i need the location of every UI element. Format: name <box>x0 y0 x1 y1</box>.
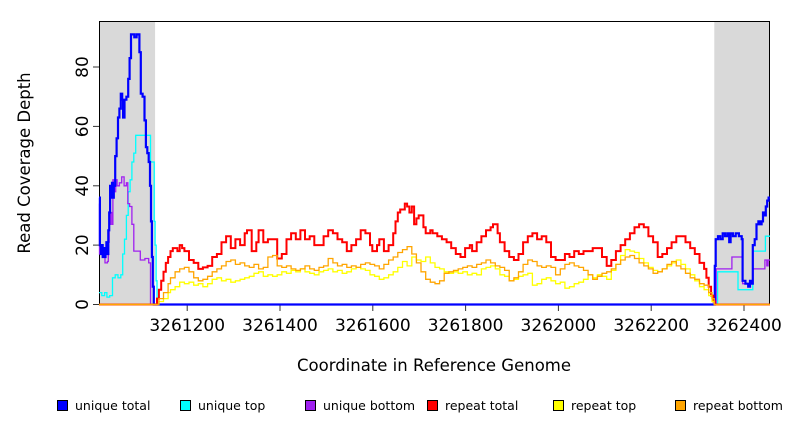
series-line-unique-total <box>98 33 770 306</box>
x-axis-tick-label: 3261800 <box>428 316 504 336</box>
y-axis-tick-label: 0 <box>73 299 93 310</box>
legend-item-repeat-bottom: repeat bottom <box>675 398 783 413</box>
series-line-repeat-top <box>99 248 770 306</box>
x-axis-tick-label: 3261200 <box>149 316 225 336</box>
legend-item-unique-total: unique total <box>57 398 151 413</box>
legend-swatch-unique-top <box>180 400 191 411</box>
series-line-unique-top <box>99 134 770 306</box>
x-axis-tick-label: 3261600 <box>335 316 411 336</box>
coverage-plot: Read Coverage Depth Coordinate in Refere… <box>15 21 782 375</box>
y-axis-title: Read Coverage Depth <box>15 72 34 253</box>
legend-item-repeat-total: repeat total <box>427 398 519 413</box>
x-axis-tick-label: 3262200 <box>613 316 689 336</box>
legend-swatch-unique-bottom <box>305 400 316 411</box>
legend-label: unique total <box>75 398 151 413</box>
y-axis-tick-label: 80 <box>73 56 93 78</box>
legend-label: repeat top <box>571 398 637 413</box>
legend-swatch-repeat-bottom <box>675 400 686 411</box>
series-line-repeat-bottom <box>99 245 770 306</box>
legend-swatch-unique-total <box>57 400 68 411</box>
legend-label: unique bottom <box>323 398 416 413</box>
y-axis-tick-label: 20 <box>73 234 93 256</box>
y-axis-tick-label: 60 <box>73 116 93 138</box>
legend-label: repeat total <box>445 398 519 413</box>
y-axis-tick-label: 40 <box>73 175 93 197</box>
x-axis-tick-label: 3262000 <box>521 316 597 336</box>
legend-label: unique top <box>198 398 266 413</box>
series-line-repeat-total <box>99 202 770 306</box>
legend-item-repeat-top: repeat top <box>553 398 637 413</box>
x-axis-tick-label: 3262400 <box>706 316 782 336</box>
legend-swatch-repeat-top <box>553 400 564 411</box>
x-axis-title: Coordinate in Reference Genome <box>297 356 571 375</box>
legend-item-unique-top: unique top <box>180 398 266 413</box>
series-line-unique-bottom <box>98 176 770 306</box>
legend-item-unique-bottom: unique bottom <box>305 398 416 413</box>
legend-label: repeat bottom <box>693 398 783 413</box>
x-axis-tick-label: 3261400 <box>242 316 318 336</box>
legend-swatch-repeat-total <box>427 400 438 411</box>
